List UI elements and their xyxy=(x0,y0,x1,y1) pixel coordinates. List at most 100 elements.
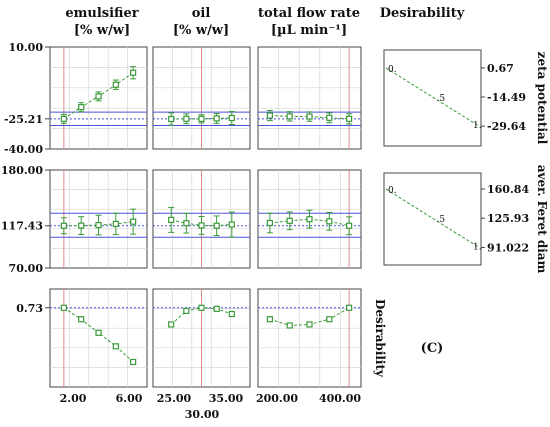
y-tick-feret-2: 70.00 xyxy=(9,262,44,275)
desirability-label-1: .5 xyxy=(437,94,446,104)
header-flow-rate-unit: [µL min⁻¹] xyxy=(271,23,347,38)
data-point xyxy=(266,112,273,119)
data-point xyxy=(95,93,102,100)
panel-zeta-flow-rate xyxy=(257,46,362,150)
data-point xyxy=(130,218,137,225)
x-tick-oil-mid: 30.00 xyxy=(185,408,220,421)
desirability-label-0: 0. xyxy=(388,186,397,196)
data-point xyxy=(183,307,190,314)
y-tick-feret-0: 180.00 xyxy=(1,164,43,177)
data-point xyxy=(228,221,235,228)
header-oil-unit: [% w/w] xyxy=(173,23,229,38)
desirability-line xyxy=(385,188,480,248)
data-point xyxy=(60,222,67,229)
panel-feret-oil xyxy=(152,169,251,269)
data-point xyxy=(112,343,119,350)
response-label-zeta: zeta potential xyxy=(535,52,549,145)
data-point xyxy=(306,216,313,223)
data-point xyxy=(266,316,273,323)
desirability-label-2: 1. xyxy=(473,121,482,131)
data-point xyxy=(198,115,205,122)
x-tick-emulsifier-max: 6.00 xyxy=(116,392,143,405)
data-point xyxy=(168,216,175,223)
panel-feret-emulsifier xyxy=(49,169,148,269)
data-point xyxy=(198,304,205,311)
desirability-line xyxy=(385,67,480,127)
desirability-label-1: .5 xyxy=(437,215,446,225)
y-tick-zeta-2: -40.00 xyxy=(4,143,43,156)
y-tick-zeta-0: 10.00 xyxy=(9,41,44,54)
data-point xyxy=(286,113,293,120)
profile-line xyxy=(269,218,350,227)
x-tick-labels: 2.00 6.00 25.00 35.00 30.00 200.00 400.0… xyxy=(60,392,362,421)
header-oil: oil xyxy=(192,6,211,21)
right-tick-feret-0: 160.84 xyxy=(487,183,529,196)
data-point xyxy=(95,329,102,336)
data-point xyxy=(286,322,293,329)
desirability-label-2: 1. xyxy=(473,242,482,252)
right-tick-zeta-0: 0.67 xyxy=(487,62,514,75)
panel-desirability-oil xyxy=(152,288,251,388)
data-point xyxy=(78,316,85,323)
panel-zeta-oil xyxy=(152,46,251,150)
data-point xyxy=(78,222,85,229)
data-point xyxy=(60,304,67,311)
data-point xyxy=(326,316,333,323)
data-point xyxy=(266,219,273,227)
data-point xyxy=(286,217,293,224)
header-flow-rate: total flow rate xyxy=(258,6,360,21)
panel-feret-flow-rate xyxy=(257,169,362,269)
profile-line xyxy=(63,221,134,227)
data-point xyxy=(228,114,235,122)
x-tick-flow-min: 200.00 xyxy=(256,392,298,405)
data-point xyxy=(306,113,313,120)
data-point xyxy=(198,222,205,229)
right-tick-zeta-2: -29.64 xyxy=(487,120,526,133)
data-point xyxy=(213,305,220,312)
panel-desirability-flow-rate xyxy=(257,288,362,388)
panel-zeta-emulsifier xyxy=(49,46,148,150)
right-tick-feret-1: 125.93 xyxy=(487,212,529,225)
data-point xyxy=(112,220,119,227)
desirability-panel-zeta: 0. .5 1. 0.67 -14.49 -29.64 xyxy=(383,49,526,147)
right-tick-zeta-1: -14.49 xyxy=(487,91,526,104)
data-point xyxy=(306,321,313,328)
data-point xyxy=(326,114,333,121)
y-tick-desirability-0: 0.73 xyxy=(16,302,43,315)
y-tick-zeta-1: -25.21 xyxy=(4,113,43,126)
data-point xyxy=(130,69,137,76)
header-emulsifier: emulsifier xyxy=(65,6,138,21)
right-tick-feret-2: 91.022 xyxy=(487,241,529,254)
data-point xyxy=(60,115,67,122)
data-point xyxy=(168,321,175,328)
header-emulsifier-unit: [% w/w] xyxy=(74,23,130,38)
desirability-panel-feret: 0. .5 1. 160.84 125.93 91.022 xyxy=(383,172,529,266)
data-point xyxy=(326,218,333,225)
profile-line xyxy=(269,115,350,120)
data-point xyxy=(183,115,190,122)
data-point xyxy=(78,104,85,111)
panel-frame xyxy=(383,172,482,266)
panel-frame xyxy=(257,169,362,269)
column-headers: emulsifier [% w/w] oil [% w/w] total flo… xyxy=(65,6,464,38)
data-point xyxy=(228,310,235,318)
data-point xyxy=(95,221,102,229)
data-point xyxy=(130,358,137,366)
header-desirability: Desirability xyxy=(380,6,465,21)
data-point xyxy=(346,115,353,122)
x-tick-oil-min: 25.00 xyxy=(157,392,192,405)
data-point xyxy=(346,222,353,229)
panel-frame xyxy=(257,46,362,150)
panel-label: (C) xyxy=(421,341,444,356)
response-label-desirability: Desirability xyxy=(373,299,387,378)
data-point xyxy=(112,81,119,88)
panel-desirability-emulsifier xyxy=(49,288,148,388)
y-tick-feret-1: 117.43 xyxy=(1,220,43,233)
data-point xyxy=(168,115,175,123)
panel-frame xyxy=(49,288,148,388)
desirability-label-0: 0. xyxy=(388,65,397,75)
x-tick-emulsifier-min: 2.00 xyxy=(60,392,87,405)
x-tick-flow-max: 400.00 xyxy=(319,392,361,405)
data-point xyxy=(183,220,190,227)
